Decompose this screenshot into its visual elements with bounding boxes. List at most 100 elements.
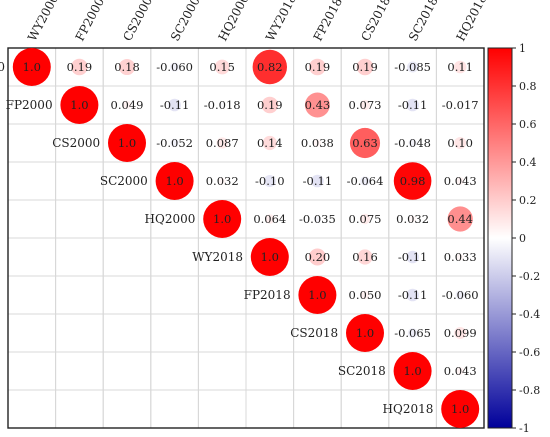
correlation-circle	[457, 102, 463, 108]
correlation-circle	[218, 177, 226, 185]
row-label: WY2018	[192, 250, 243, 264]
correlation-value: 1.0	[261, 250, 279, 264]
correlation-value: 0.032	[206, 174, 239, 188]
correlation-value: 0.20	[305, 250, 331, 264]
column-label: HQ2000	[215, 0, 251, 43]
colorbar-tick-label: -0.2	[519, 270, 540, 283]
row-label: HQ2018	[383, 402, 434, 416]
row-label: CS2018	[290, 326, 338, 340]
correlation-value: 1.0	[118, 136, 136, 150]
colorbar-tick-label: 1	[519, 42, 526, 55]
correlation-circle	[406, 250, 419, 264]
grid-cell	[55, 161, 104, 201]
column-label: WY2018	[263, 0, 299, 43]
grid-cell	[102, 275, 152, 315]
grid-cell	[150, 351, 199, 391]
correlation-circle	[454, 327, 467, 339]
colorbar-tick-label: -0.4	[519, 308, 540, 321]
grid-cell	[102, 351, 152, 391]
correlation-circle	[441, 390, 480, 428]
correlation-value: 0.19	[352, 60, 378, 74]
grid-cell	[197, 389, 247, 429]
correlation-value: 0.049	[111, 98, 144, 112]
row-label: FP2018	[244, 288, 291, 302]
correlation-circle	[360, 176, 370, 186]
correlation-circle	[357, 249, 373, 265]
grid-cell	[55, 237, 104, 277]
grid-cell	[7, 313, 57, 353]
correlation-value: -0.060	[442, 288, 479, 302]
colorbar-tick-label: 0	[519, 232, 526, 245]
correlation-circle	[168, 98, 181, 112]
correlation-circle	[346, 314, 384, 352]
grid-cell	[55, 199, 104, 239]
column-label: FP2018	[311, 0, 345, 43]
grid-cell	[7, 199, 57, 239]
correlation-value: 0.18	[114, 60, 140, 74]
grid-cell	[245, 389, 295, 429]
correlation-value: 0.11	[447, 60, 473, 74]
correlation-value: 0.075	[349, 212, 382, 226]
row-label: SC2018	[338, 364, 386, 378]
correlation-circle	[298, 276, 337, 314]
correlation-circle	[118, 58, 136, 76]
grid-cell	[150, 275, 199, 315]
correlation-circle	[406, 288, 419, 302]
grid-cell	[197, 275, 247, 315]
row-label: SC2000	[100, 174, 148, 188]
grid-cell	[55, 351, 104, 391]
correlation-marks: 1.0 WY2000 0.19 0.18 -0.060 0.15 0.82 0.19 0.19 -…	[0, 48, 480, 428]
colorbar-tick-label: 0.6	[519, 118, 537, 131]
grid-cell	[245, 313, 295, 353]
correlation-value: 0.19	[257, 98, 283, 112]
column-labels: WY2000 FP2000 CS2000 SC2000 HQ2000 WY2018 FP20…	[25, 0, 490, 43]
correlation-circle	[216, 137, 228, 149]
correlation-circle	[313, 139, 322, 147]
grid-cell	[293, 389, 342, 429]
correlation-value: 1.0	[403, 364, 421, 378]
correlation-circle	[447, 206, 473, 232]
grid-cell	[197, 351, 247, 391]
correlation-value: -0.017	[442, 98, 479, 112]
correlation-circle	[349, 127, 381, 159]
grid-cell	[245, 351, 295, 391]
correlation-value: 1.0	[451, 402, 469, 416]
correlation-circle	[359, 213, 371, 225]
correlation-value: -0.035	[299, 212, 336, 226]
correlation-value: 0.63	[352, 136, 378, 150]
correlation-value: -0.11	[398, 98, 428, 112]
correlation-value: 0.14	[257, 136, 283, 150]
column-label: FP2000	[73, 0, 107, 43]
correlation-circle	[261, 96, 279, 114]
correlation-circle	[453, 60, 467, 74]
correlation-value: 0.10	[447, 136, 473, 150]
correlation-circle	[60, 86, 99, 124]
correlation-value: 1.0	[70, 98, 88, 112]
grid-cell	[197, 313, 247, 353]
correlation-circle	[170, 138, 179, 148]
correlation-value: 0.98	[400, 174, 426, 188]
correlation-value: -0.10	[255, 174, 285, 188]
correlation-value: 0.032	[396, 212, 429, 226]
correlation-circle	[455, 290, 465, 300]
correlation-value: 0.033	[444, 250, 477, 264]
correlation-circle	[409, 215, 416, 223]
plot-frame	[7, 47, 485, 429]
correlation-value: 0.44	[447, 212, 473, 226]
correlation-circle	[408, 138, 417, 148]
grid-cell	[102, 389, 152, 429]
grid-cell	[7, 237, 57, 277]
correlation-circle	[456, 253, 464, 261]
grid-cell	[7, 275, 57, 315]
correlation-circle	[122, 100, 132, 110]
correlation-value: -0.052	[156, 136, 193, 150]
grid-cell	[55, 313, 104, 353]
correlation-value: 0.038	[301, 136, 334, 150]
correlation-value: -0.11	[398, 250, 428, 264]
correlation-circle	[214, 59, 230, 75]
correlation-circle	[406, 98, 419, 112]
correlation-value: 0.087	[206, 136, 239, 150]
correlation-value: 1.0	[213, 212, 231, 226]
correlation-value: 0.050	[349, 288, 382, 302]
colorbar-tick-label: -0.6	[519, 346, 540, 359]
